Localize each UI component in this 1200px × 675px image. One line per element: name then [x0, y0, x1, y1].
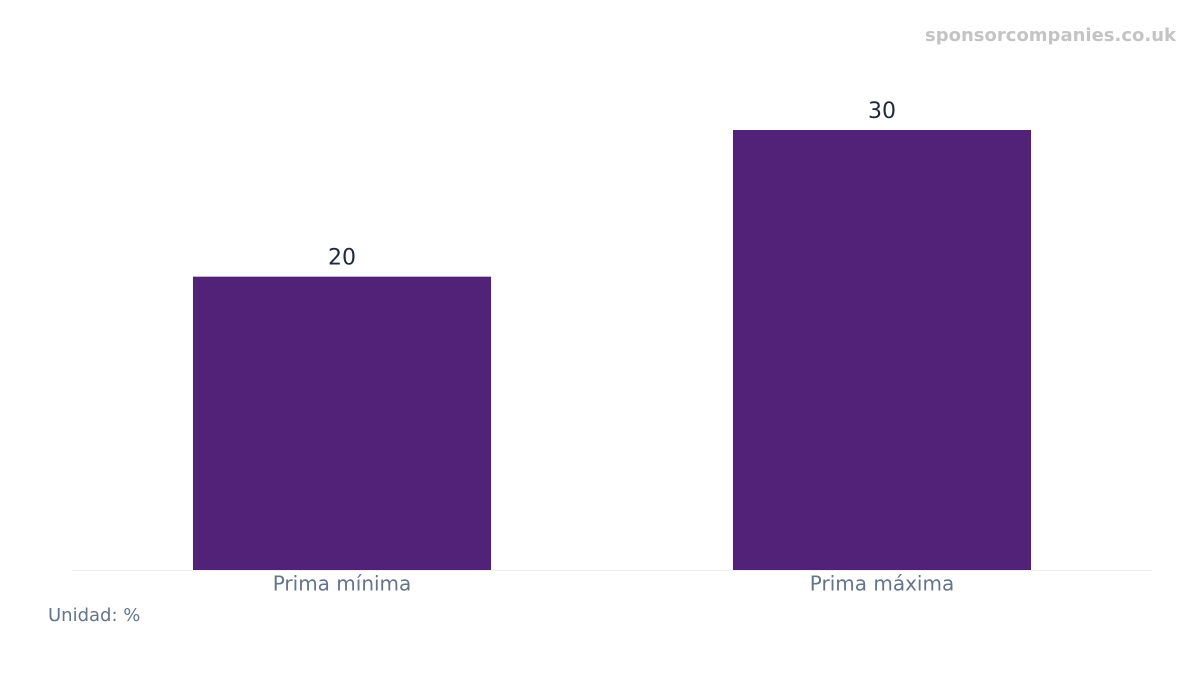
- x-tick-label: Prima mínima: [273, 572, 412, 596]
- value-label: 20: [328, 246, 356, 271]
- bar: [192, 276, 492, 570]
- watermark: sponsorcompanies.co.uk: [925, 25, 1177, 46]
- bar: [732, 130, 1032, 570]
- value-label: 30: [868, 99, 896, 124]
- x-tick-label: Prima máxima: [810, 572, 954, 596]
- unit-note: Unidad: %: [48, 605, 140, 626]
